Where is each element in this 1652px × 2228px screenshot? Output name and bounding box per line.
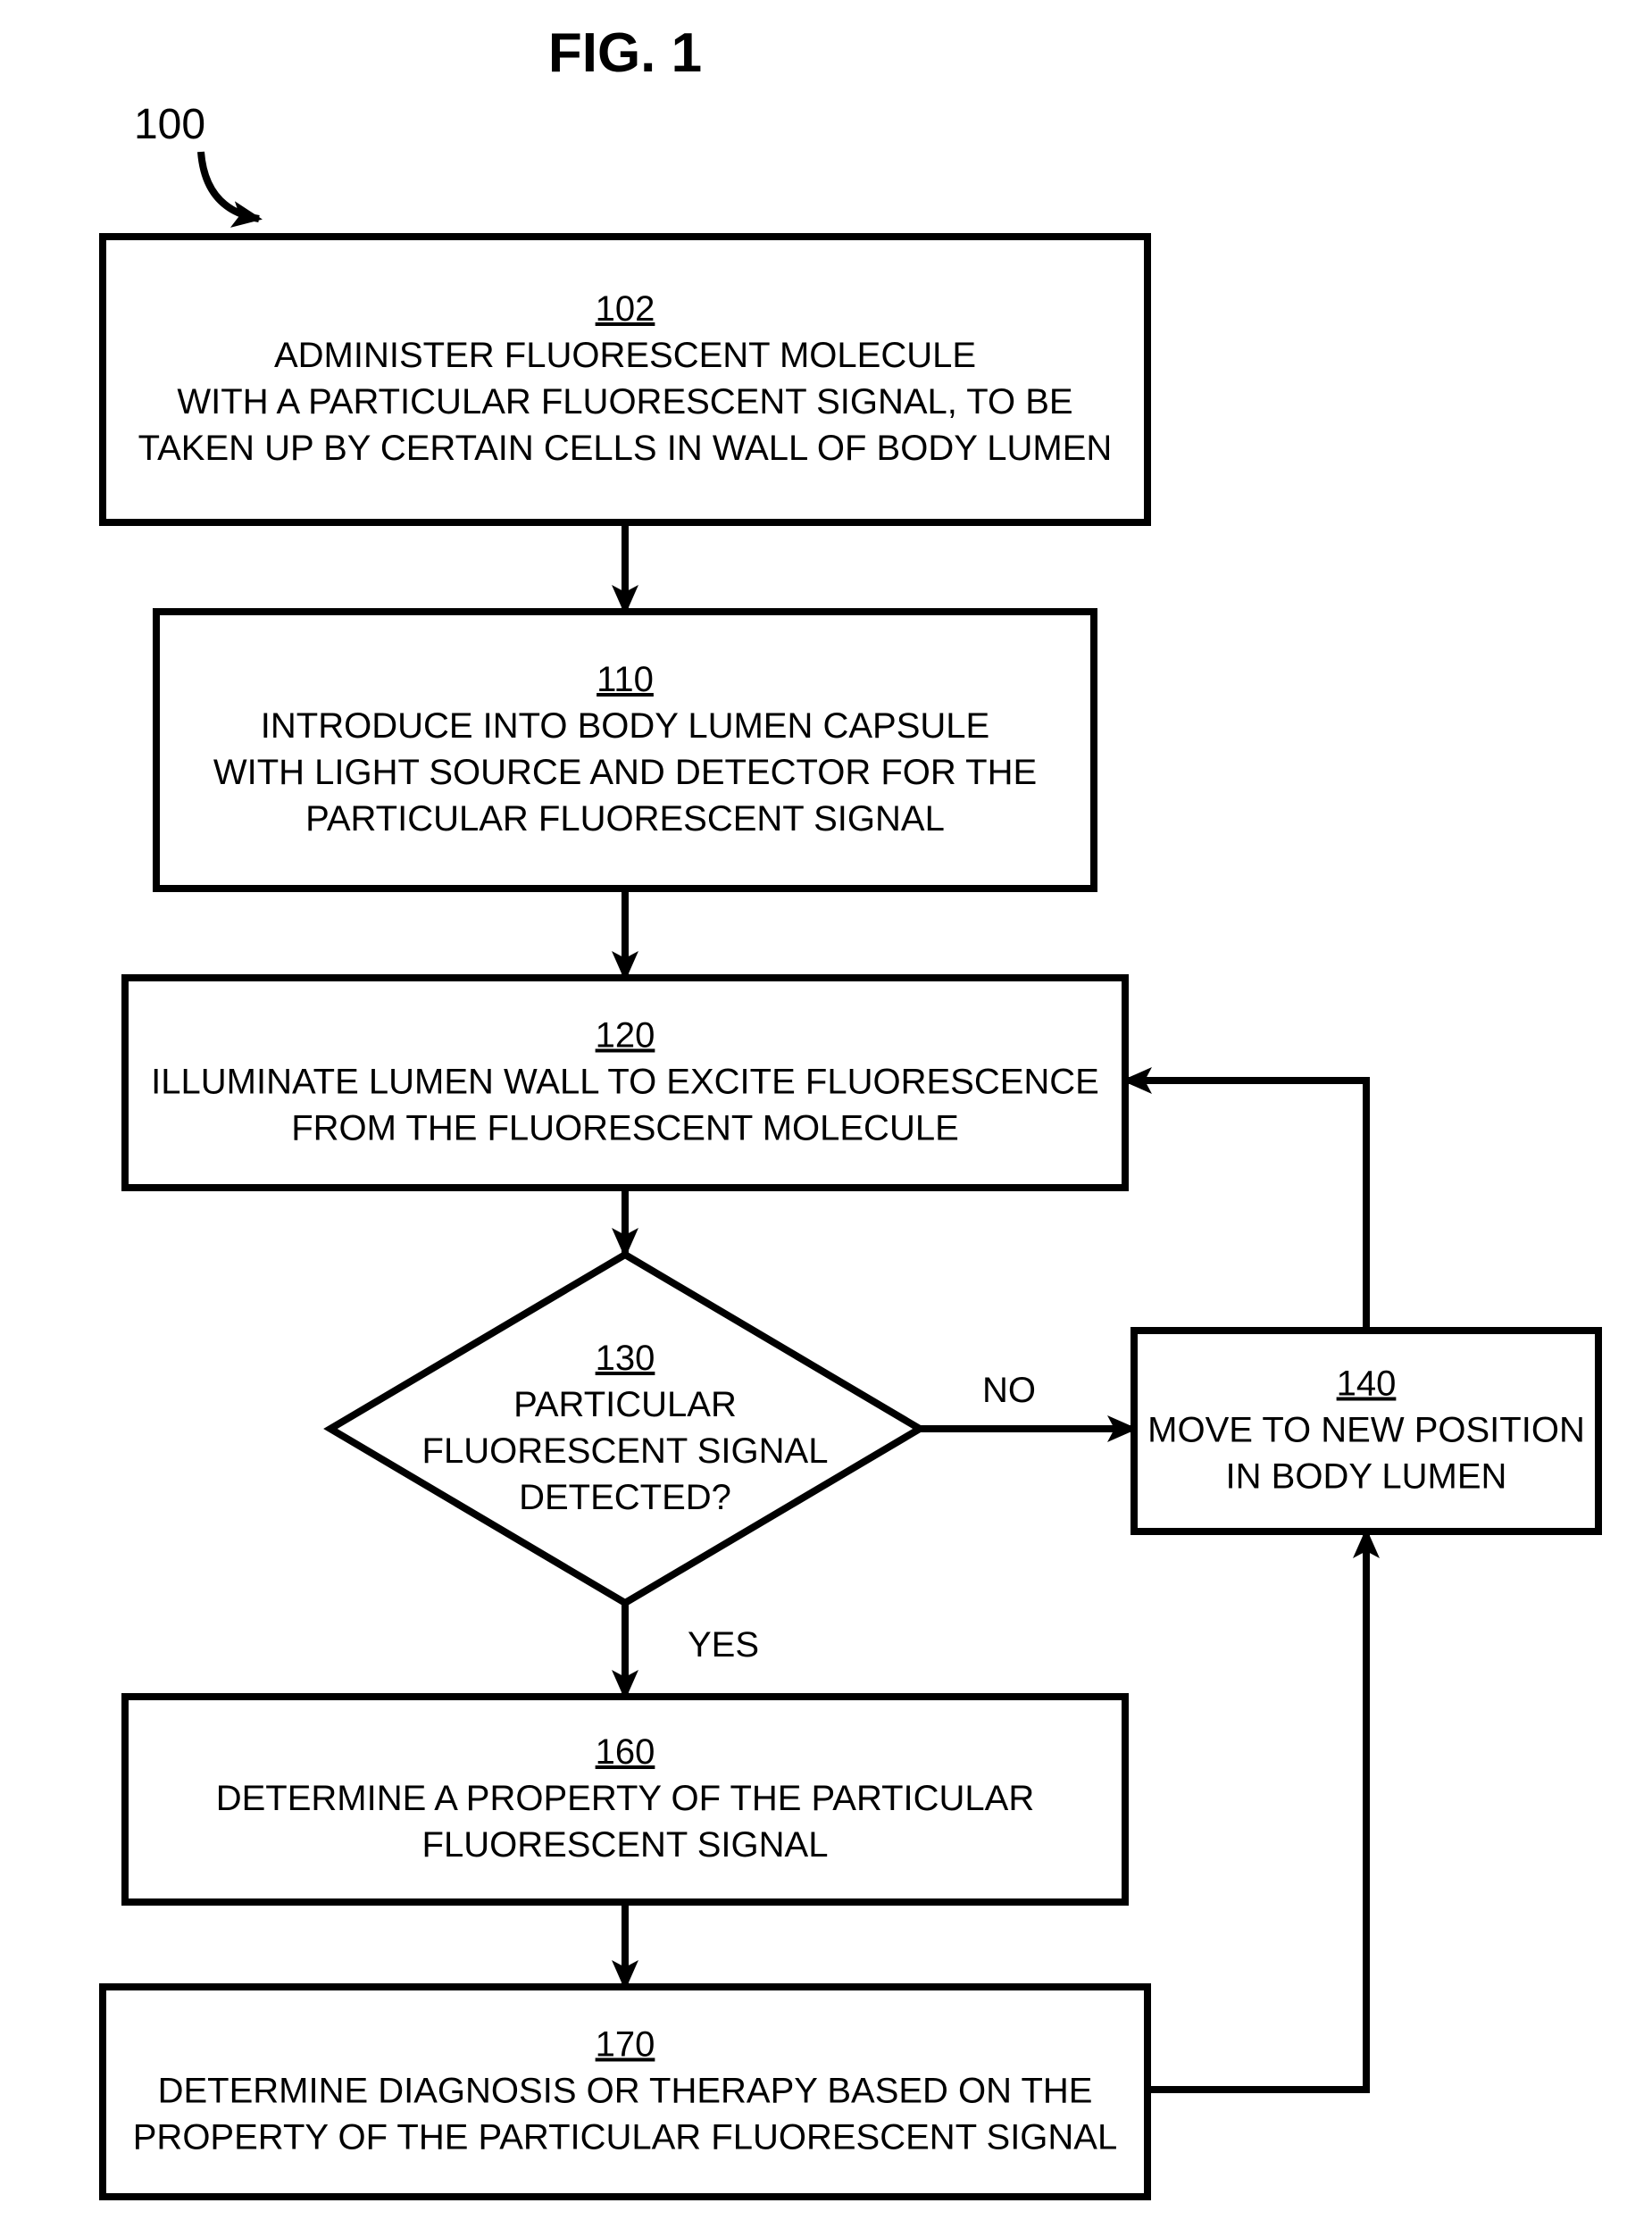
node-160: 160 DETERMINE A PROPERTY OF THE PARTICULA… <box>125 1697 1125 1902</box>
node-130-line-1: FLUORESCENT SIGNAL <box>422 1431 829 1471</box>
node-140-number: 140 <box>1337 1364 1397 1404</box>
node-160-line-1: FLUORESCENT SIGNAL <box>422 1825 829 1865</box>
node-120: 120 ILLUMINATE LUMEN WALL TO EXCITE FLUOR… <box>125 978 1125 1188</box>
node-102-line-0: ADMINISTER FLUORESCENT MOLECULE <box>274 336 976 375</box>
edge-170-140 <box>1147 1531 1366 2090</box>
node-110-line-0: INTRODUCE INTO BODY LUMEN CAPSULE <box>261 706 989 746</box>
node-140-line-1: IN BODY LUMEN <box>1226 1457 1507 1497</box>
node-110-line-1: WITH LIGHT SOURCE AND DETECTOR FOR THE <box>213 753 1037 792</box>
node-110-line-2: PARTICULAR FLUORESCENT SIGNAL <box>305 799 945 839</box>
node-160-line-0: DETERMINE A PROPERTY OF THE PARTICULAR <box>216 1779 1035 1818</box>
node-130-line-2: DETECTED? <box>519 1478 731 1517</box>
node-102: 102 ADMINISTER FLUORESCENT MOLECULE WITH A… <box>103 237 1147 522</box>
node-130: 130 PARTICULAR FLUORESCENT SIGNAL DETECTED? <box>330 1255 920 1603</box>
node-170-line-0: DETERMINE DIAGNOSIS OR THERAPY BASED ON … <box>158 2072 1093 2111</box>
node-170-line-1: PROPERTY OF THE PARTICULAR FLUORESCENT S… <box>133 2118 1117 2157</box>
node-102-line-2: TAKEN UP BY CERTAIN CELLS IN WALL OF BOD… <box>138 429 1113 468</box>
flowchart-figure: FIG. 1 100 102 ADMINISTER FLUORESCENT MOLEC… <box>0 0 1652 2228</box>
node-140: 140 MOVE TO NEW POSITION IN BODY LUMEN <box>1134 1331 1598 1531</box>
node-102-line-1: WITH A PARTICULAR FLUORESCENT SIGNAL, TO… <box>177 382 1072 421</box>
node-110-number: 110 <box>597 660 654 699</box>
edge-140-120 <box>1125 1081 1366 1331</box>
edge-130-140-label: NO <box>982 1371 1036 1410</box>
node-110: 110 INTRODUCE INTO BODY LUMEN CAPSULE WITH… <box>156 612 1094 889</box>
node-130-line-0: PARTICULAR <box>513 1385 737 1424</box>
edge-130-160-label: YES <box>688 1625 759 1665</box>
node-120-number: 120 <box>596 1016 655 1056</box>
node-160-number: 160 <box>596 1732 655 1772</box>
node-130-number: 130 <box>596 1339 655 1378</box>
figure-ref-arrow <box>201 152 259 219</box>
figure-title: FIG. 1 <box>548 22 702 84</box>
figure-ref-label: 100 <box>134 101 205 148</box>
node-170: 170 DETERMINE DIAGNOSIS OR THERAPY BASED … <box>103 1987 1147 2197</box>
node-170-number: 170 <box>596 2025 655 2065</box>
node-102-number: 102 <box>596 289 655 329</box>
node-140-line-0: MOVE TO NEW POSITION <box>1147 1411 1585 1450</box>
node-120-line-0: ILLUMINATE LUMEN WALL TO EXCITE FLUORESC… <box>151 1063 1099 1102</box>
flowchart-svg: FIG. 1 100 102 ADMINISTER FLUORESCENT MOLEC… <box>0 0 1652 2228</box>
node-120-line-1: FROM THE FLUORESCENT MOLECULE <box>291 1109 959 1148</box>
